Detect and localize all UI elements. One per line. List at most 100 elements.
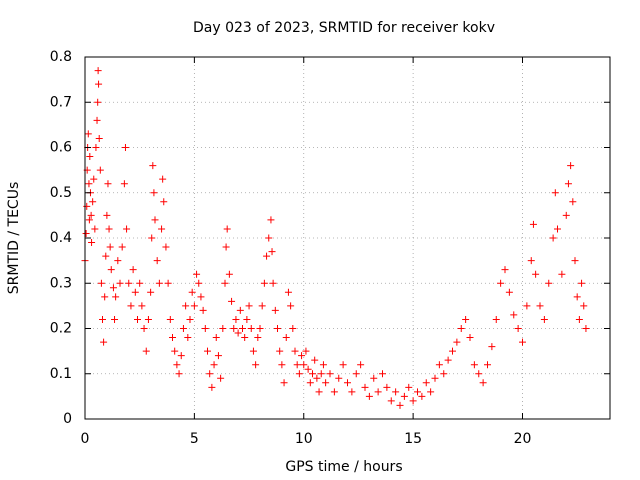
data-point (322, 379, 330, 387)
data-point (497, 279, 505, 287)
data-point (101, 293, 109, 301)
data-point (370, 374, 378, 382)
data-point (125, 279, 133, 287)
x-axis-label: GPS time / hours (285, 459, 402, 475)
data-point (444, 356, 452, 364)
data-point (118, 243, 126, 251)
x-tick-label: 5 (190, 431, 199, 447)
data-point (171, 347, 179, 355)
data-point (575, 315, 583, 323)
data-point (121, 144, 129, 151)
data-point (562, 211, 570, 219)
data-point (298, 352, 306, 360)
data-point (85, 216, 93, 224)
data-point (475, 370, 483, 378)
y-tick-label: 0.3 (50, 275, 72, 291)
data-point (195, 279, 203, 287)
data-point (179, 325, 187, 332)
data-point (256, 325, 264, 332)
data-point (545, 279, 553, 287)
data-point (549, 234, 557, 242)
data-point (523, 302, 531, 310)
data-point (278, 361, 286, 369)
data-point (304, 365, 312, 373)
data-point (155, 279, 163, 287)
data-point (230, 325, 238, 332)
data-point (582, 325, 590, 332)
data-point (431, 374, 439, 382)
data-point (160, 198, 168, 206)
data-point (383, 383, 391, 391)
data-point (392, 388, 400, 396)
data-point (532, 270, 540, 278)
data-point (190, 302, 198, 310)
data-point (129, 266, 137, 274)
data-point (540, 315, 548, 323)
data-point (249, 347, 257, 355)
data-point (387, 397, 395, 405)
data-point (144, 315, 152, 323)
data-point (551, 189, 559, 197)
data-point (236, 306, 244, 314)
data-point (92, 144, 100, 151)
y-tick-label: 0.6 (50, 140, 72, 156)
data-point (228, 297, 236, 305)
data-point (274, 325, 281, 332)
data-point (210, 361, 218, 369)
data-point (339, 361, 347, 369)
data-point (265, 234, 273, 242)
data-point (94, 67, 102, 75)
data-point (300, 361, 308, 369)
data-point (289, 325, 297, 332)
data-point (225, 270, 233, 278)
data-point (87, 211, 95, 219)
data-point (94, 98, 102, 106)
chart-title: Day 023 of 2023, SRMTID for receiver kok… (193, 20, 495, 36)
data-point (217, 374, 225, 382)
data-point (365, 392, 373, 400)
data-point (89, 198, 97, 206)
data-point (245, 302, 253, 310)
data-point (280, 379, 288, 387)
data-point (313, 374, 321, 382)
data-point (96, 166, 104, 174)
data-point (344, 379, 351, 387)
data-point (536, 302, 544, 310)
data-point (90, 175, 98, 183)
data-point (104, 180, 112, 188)
y-tick-label: 0.2 (50, 321, 72, 337)
data-point (293, 361, 301, 369)
data-point (142, 347, 150, 355)
data-point (315, 388, 323, 396)
data-point (578, 279, 586, 287)
data-point (405, 383, 413, 391)
data-point (136, 279, 144, 287)
data-point (197, 293, 205, 301)
data-point (317, 370, 325, 378)
data-point (287, 302, 295, 310)
data-point (470, 361, 478, 369)
data-point (527, 257, 535, 265)
data-point (271, 306, 279, 314)
data-point (319, 361, 327, 369)
y-axis-label: SRMTID / TECUs (6, 182, 22, 295)
data-point (501, 266, 509, 274)
data-point (91, 225, 99, 233)
data-point (232, 315, 240, 323)
data-point (269, 279, 277, 287)
y-tick-label: 0.1 (50, 366, 72, 382)
data-point (348, 388, 356, 396)
data-point (159, 175, 167, 183)
x-tick-label: 10 (295, 431, 313, 447)
data-point (580, 302, 588, 310)
data-point (109, 284, 117, 292)
data-point (409, 397, 417, 405)
data-point (529, 220, 537, 228)
data-point (427, 388, 435, 396)
y-tick-label: 0.8 (50, 49, 72, 65)
data-point (223, 225, 231, 233)
data-point (414, 388, 421, 396)
data-point (208, 383, 216, 391)
data-point (564, 180, 572, 188)
data-point (492, 315, 500, 323)
